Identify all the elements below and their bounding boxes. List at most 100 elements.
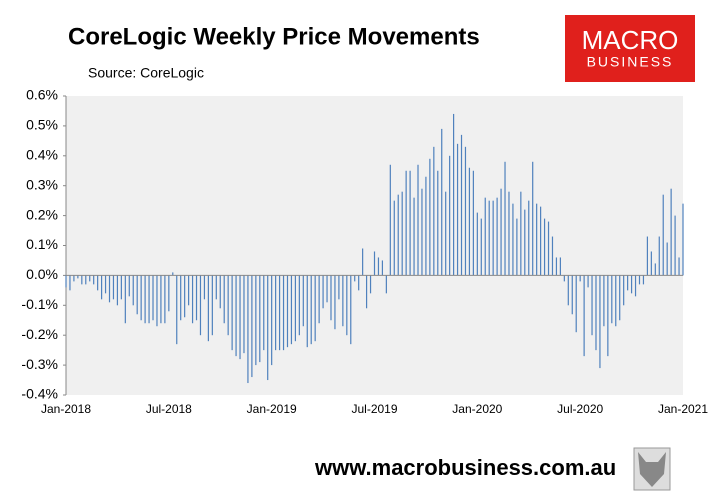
bar xyxy=(160,275,162,324)
bar xyxy=(583,275,585,357)
bar xyxy=(480,218,482,276)
bar xyxy=(662,194,664,276)
footer: www.macrobusiness.com.au xyxy=(314,455,616,480)
bar xyxy=(638,275,641,285)
bar xyxy=(599,275,601,369)
bar xyxy=(373,251,376,276)
bar xyxy=(207,275,209,342)
bar xyxy=(488,200,490,276)
bar xyxy=(615,275,617,327)
bar xyxy=(302,275,304,327)
bar xyxy=(298,275,300,336)
bar xyxy=(646,236,649,276)
bar xyxy=(456,143,459,276)
bar xyxy=(334,275,336,330)
x-tick-label: Jul-2018 xyxy=(146,402,192,416)
bar xyxy=(468,167,471,276)
bar xyxy=(358,275,360,291)
bar xyxy=(377,257,380,276)
bar xyxy=(294,275,296,342)
bar xyxy=(393,200,395,276)
bar xyxy=(247,275,249,384)
bar xyxy=(607,275,609,357)
bar xyxy=(540,206,542,276)
bar xyxy=(199,275,202,336)
bar xyxy=(484,197,486,276)
bar xyxy=(104,275,107,294)
bar xyxy=(263,275,265,351)
bar xyxy=(524,209,526,276)
bar xyxy=(275,275,277,351)
bar xyxy=(401,191,403,276)
bar xyxy=(93,275,95,285)
bar xyxy=(239,275,241,360)
bar xyxy=(464,146,467,276)
plot-area xyxy=(66,96,683,395)
bar xyxy=(318,275,320,324)
bar xyxy=(128,275,130,297)
logo-text: BUSINESS xyxy=(587,54,674,70)
bar xyxy=(575,275,577,333)
bar xyxy=(231,275,233,351)
bar xyxy=(346,275,348,336)
bar xyxy=(634,275,637,297)
bar xyxy=(678,257,680,276)
bar xyxy=(77,275,79,279)
bar xyxy=(223,275,225,324)
bar xyxy=(310,275,312,345)
wolf-icon xyxy=(633,447,671,491)
bar xyxy=(425,176,427,276)
bar xyxy=(559,257,561,276)
bar xyxy=(453,113,455,276)
bar xyxy=(176,275,178,345)
bar xyxy=(140,275,142,321)
bar xyxy=(124,275,126,324)
bar xyxy=(354,275,356,282)
x-tick-label: Jul-2019 xyxy=(351,402,397,416)
bar xyxy=(591,275,593,336)
x-tick-label: Jan-2019 xyxy=(247,402,297,416)
y-tick-label: 0.6% xyxy=(26,87,58,103)
bar xyxy=(543,218,546,276)
bar xyxy=(362,248,364,276)
bar xyxy=(567,275,569,306)
bar xyxy=(670,188,672,276)
bar xyxy=(500,188,502,276)
bar xyxy=(69,275,71,291)
bar xyxy=(144,275,146,324)
bar xyxy=(132,275,134,306)
bar xyxy=(595,275,597,351)
bar xyxy=(571,275,573,315)
bar xyxy=(658,236,660,276)
bar xyxy=(674,215,676,276)
bar xyxy=(338,275,340,300)
bar xyxy=(203,275,206,300)
bar xyxy=(215,275,217,300)
bar xyxy=(630,275,633,294)
bar xyxy=(195,275,198,321)
bar xyxy=(152,275,154,321)
bar xyxy=(472,170,474,276)
bar xyxy=(405,170,407,276)
bar xyxy=(322,275,324,309)
bar xyxy=(603,275,605,327)
bar xyxy=(409,170,411,276)
bar xyxy=(306,275,308,348)
bar xyxy=(255,275,257,366)
bar xyxy=(314,275,316,342)
bar xyxy=(116,275,119,306)
y-tick-label: 0.4% xyxy=(26,147,58,163)
bar xyxy=(555,257,558,276)
bar xyxy=(654,263,656,276)
chart-subtitle: Source: CoreLogic xyxy=(88,65,204,81)
bar xyxy=(164,275,166,324)
bar xyxy=(81,275,83,285)
bar xyxy=(180,275,182,321)
bar xyxy=(516,218,518,276)
bar xyxy=(100,275,103,300)
bar xyxy=(267,275,269,381)
bar xyxy=(235,275,237,357)
y-tick-label: -0.3% xyxy=(21,356,58,372)
bar xyxy=(342,275,344,327)
bar xyxy=(219,275,221,309)
